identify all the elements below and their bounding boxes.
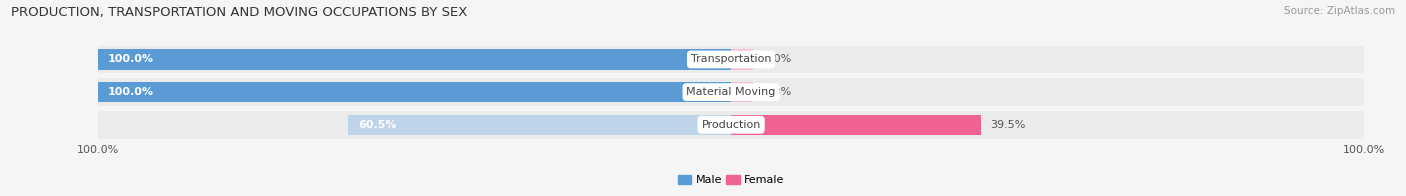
Bar: [98, 82, 731, 102]
Text: 100.0%: 100.0%: [108, 87, 153, 97]
Bar: [349, 115, 731, 135]
Text: PRODUCTION, TRANSPORTATION AND MOVING OCCUPATIONS BY SEX: PRODUCTION, TRANSPORTATION AND MOVING OC…: [11, 6, 468, 19]
Bar: [98, 78, 1364, 106]
Bar: [98, 46, 1364, 73]
Text: 39.5%: 39.5%: [990, 120, 1026, 130]
Text: Material Moving: Material Moving: [686, 87, 776, 97]
Legend: Male, Female: Male, Female: [673, 170, 789, 190]
Bar: [98, 111, 1364, 139]
Text: 0.0%: 0.0%: [762, 54, 792, 64]
Text: Source: ZipAtlas.com: Source: ZipAtlas.com: [1284, 6, 1395, 16]
Text: 60.5%: 60.5%: [357, 120, 396, 130]
Text: 0.0%: 0.0%: [762, 87, 792, 97]
Bar: [731, 82, 754, 102]
Bar: [98, 49, 731, 70]
Text: Production: Production: [702, 120, 761, 130]
Text: 100.0%: 100.0%: [108, 54, 153, 64]
Bar: [731, 49, 754, 70]
Text: Transportation: Transportation: [690, 54, 772, 64]
Bar: [731, 115, 981, 135]
